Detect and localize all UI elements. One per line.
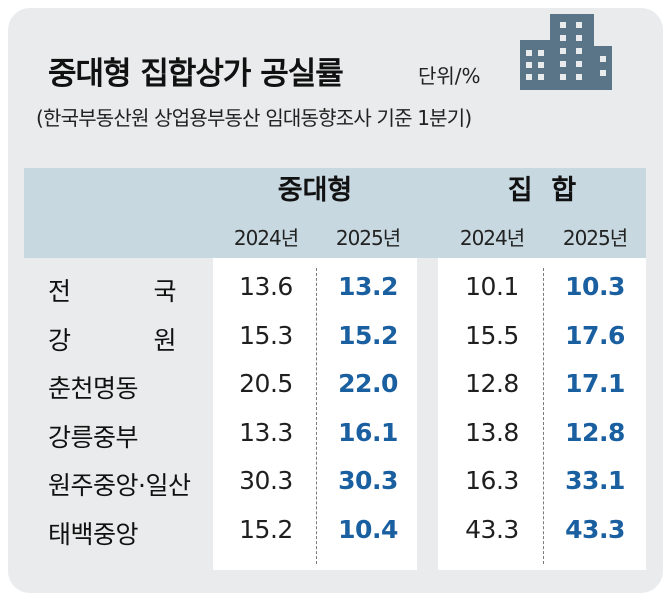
divider-aggregate — [543, 268, 544, 564]
group-label-mid-large: 중대형 — [277, 175, 353, 206]
value-cell: 13.8 — [465, 417, 519, 447]
value-cell: 16.1 — [338, 417, 398, 447]
value-cell: 43.3 — [465, 514, 519, 544]
value-cell: 16.3 — [465, 466, 519, 495]
value-cell: 15.2 — [239, 514, 293, 544]
value-cell: 10.1 — [465, 272, 519, 301]
value-cell: 12.8 — [565, 417, 625, 447]
row-label: 태백중앙 — [48, 519, 139, 549]
value-cell: 12.8 — [465, 369, 519, 398]
row-label-part: 전 — [48, 277, 71, 306]
building-icon — [520, 14, 612, 90]
row-label: 춘천명동 — [48, 374, 139, 403]
row-label-part: 원 — [153, 325, 176, 355]
value-cell: 22.0 — [338, 369, 398, 398]
value-cell: 13.2 — [338, 272, 398, 301]
value-cell: 33.1 — [565, 466, 625, 495]
year-label: 2024년 — [459, 226, 525, 250]
value-cell: 43.3 — [565, 514, 625, 544]
value-cell: 13.6 — [239, 272, 293, 301]
panel-mid-large — [213, 258, 417, 570]
value-cell: 17.6 — [565, 320, 625, 350]
value-cell: 17.1 — [565, 369, 625, 398]
row-label: 원주중앙·일산 — [48, 471, 191, 500]
table-header-band — [24, 168, 646, 258]
value-cell: 10.4 — [338, 514, 398, 544]
year-label: 2024년 — [233, 226, 299, 250]
value-cell: 13.3 — [239, 417, 293, 447]
value-cell: 30.3 — [338, 466, 398, 495]
divider-mid-large — [316, 268, 317, 564]
unit-label: 단위/% — [418, 64, 481, 88]
row-label-part: 강 — [48, 325, 71, 355]
chart-title: 중대형 집합상가 공실률 — [48, 56, 344, 92]
year-label: 2025년 — [335, 226, 401, 250]
panel-aggregate — [438, 258, 646, 570]
chart-subtitle: (한국부동산원 상업용부동산 임대동향조사 기준 1분기) — [36, 106, 472, 130]
value-cell: 15.2 — [338, 320, 398, 350]
value-cell: 15.3 — [239, 320, 293, 350]
row-label-part: 국 — [153, 277, 176, 306]
year-label: 2025년 — [562, 226, 628, 250]
group-label-aggregate: 집 합 — [507, 175, 577, 206]
value-cell: 30.3 — [239, 466, 293, 495]
row-label: 강릉중부 — [48, 422, 139, 452]
value-cell: 15.5 — [465, 320, 519, 350]
value-cell: 20.5 — [239, 369, 293, 398]
value-cell: 10.3 — [565, 272, 625, 301]
